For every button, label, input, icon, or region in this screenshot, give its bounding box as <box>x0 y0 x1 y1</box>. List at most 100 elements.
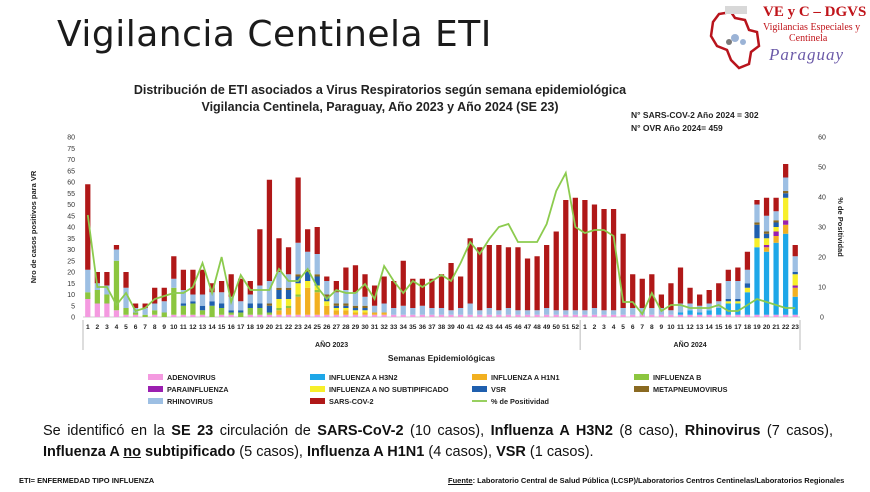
x-tick-label: 26 <box>323 324 331 331</box>
bar-segment <box>343 308 349 311</box>
legend-swatch <box>472 386 487 392</box>
x-tick-label: 4 <box>612 324 616 331</box>
bar-segment <box>266 281 273 304</box>
y-tick-label: 0 <box>71 315 75 322</box>
bar-segment <box>601 209 607 311</box>
x-tick-label: 36 <box>419 324 427 331</box>
bar-segment <box>792 274 798 286</box>
bar-segment <box>199 305 206 311</box>
logo-line2-text: Vigilancias Especiales y <box>763 22 861 33</box>
bar-segment <box>544 308 550 315</box>
bar-segment <box>400 305 406 315</box>
x-tick-label: 20 <box>266 324 274 331</box>
bar-segment <box>285 305 292 308</box>
bar-segment <box>754 222 760 225</box>
bar-segment <box>276 272 282 288</box>
bar-segment <box>496 314 502 317</box>
bar-segment <box>391 308 397 315</box>
bar-segment <box>295 283 301 295</box>
bar-segment <box>544 314 550 317</box>
logo-line3-text: Centinela <box>789 33 828 44</box>
bar-segment <box>639 278 645 308</box>
bar-segment <box>763 247 770 252</box>
bar-segment <box>371 305 378 313</box>
summary-part: (4 casos), <box>424 444 497 460</box>
bar-segment <box>381 303 387 313</box>
x-tick-label: 1 <box>583 324 587 331</box>
x-tick-label: 40 <box>457 324 465 331</box>
bar-segment <box>658 314 665 317</box>
logo-line1: VE y C – DGVS <box>763 4 867 20</box>
summary-bold: Influenza A H1N1 <box>306 444 425 460</box>
dgvs-logo: VE y C – DGVS Vigilancias Especiales y C… <box>705 2 867 74</box>
bar-segment <box>276 287 282 290</box>
bar-segment <box>295 296 301 315</box>
bar-segment <box>152 310 158 315</box>
bar-segment <box>142 314 148 317</box>
bar-segment <box>658 294 665 308</box>
bar-segment <box>725 281 731 299</box>
bar-segment <box>257 285 263 304</box>
x-tick-label: 19 <box>753 324 761 331</box>
bar-segment <box>572 197 578 311</box>
summary-part: Se identificó en la <box>43 423 172 439</box>
bar-segment <box>333 314 339 317</box>
bar-segment <box>553 314 559 317</box>
legend-swatch <box>148 398 163 404</box>
bar-segment <box>630 308 636 315</box>
bar-segment <box>467 238 473 304</box>
bar-segment <box>477 247 483 311</box>
bar-segment <box>630 314 636 317</box>
x-tick-label: 7 <box>143 324 147 331</box>
bar-segment <box>266 305 273 313</box>
bar-segment <box>343 303 349 306</box>
bar-segment <box>783 220 789 225</box>
bar-segment <box>783 224 789 234</box>
bar-segment <box>171 314 177 317</box>
bar-segment <box>773 236 779 243</box>
x-tick-label: 3 <box>602 324 606 331</box>
bar-segment <box>180 314 187 317</box>
bar-segment <box>199 314 206 317</box>
bar-segment <box>429 308 435 315</box>
summary-part: (10 casos), <box>403 423 491 439</box>
x-tick-label: 3 <box>105 324 109 331</box>
bar-segment <box>582 310 588 315</box>
bar-segment <box>209 283 215 293</box>
bar-segment <box>142 303 148 308</box>
legend-swatch <box>472 374 487 380</box>
bar-segment <box>352 292 359 306</box>
bar-segment <box>410 278 416 308</box>
bar-segment <box>735 281 741 299</box>
bar-segment <box>218 314 225 317</box>
bar-segment <box>276 310 282 315</box>
y-tick-label: 40 <box>67 225 75 232</box>
x-tick-label: 14 <box>208 324 216 331</box>
bar-segment <box>343 310 349 315</box>
x-tick-label: 43 <box>486 324 494 331</box>
x-tick-label: 5 <box>621 324 625 331</box>
y-tick-label: 75 <box>67 146 75 153</box>
bar-segment <box>677 312 684 315</box>
bar-segment <box>773 220 779 223</box>
x-tick-label: 6 <box>631 324 635 331</box>
bar-segment <box>276 238 282 272</box>
x-tick-label: 44 <box>495 324 503 331</box>
bar-segment <box>113 260 120 311</box>
bar-segment <box>295 242 301 275</box>
bar-segment <box>687 287 693 304</box>
legend-label: RHINOVIRUS <box>167 397 213 406</box>
legend-label: PARAINFLUENZA <box>167 385 229 394</box>
bar-segment <box>696 294 703 306</box>
bar-segment <box>352 314 359 317</box>
bar-segment <box>438 314 445 317</box>
bar-segment <box>716 283 722 302</box>
x-tick-label: 35 <box>409 324 417 331</box>
bar-segment <box>285 287 292 290</box>
x-tick-label: 10 <box>667 324 675 331</box>
bar-segment <box>85 292 91 299</box>
bar-segment <box>276 299 282 308</box>
bar-segment <box>792 285 798 288</box>
x-tick-label: 8 <box>650 324 654 331</box>
footer-source-text: : Laboratorio Central de Salud Pública (… <box>472 476 845 485</box>
